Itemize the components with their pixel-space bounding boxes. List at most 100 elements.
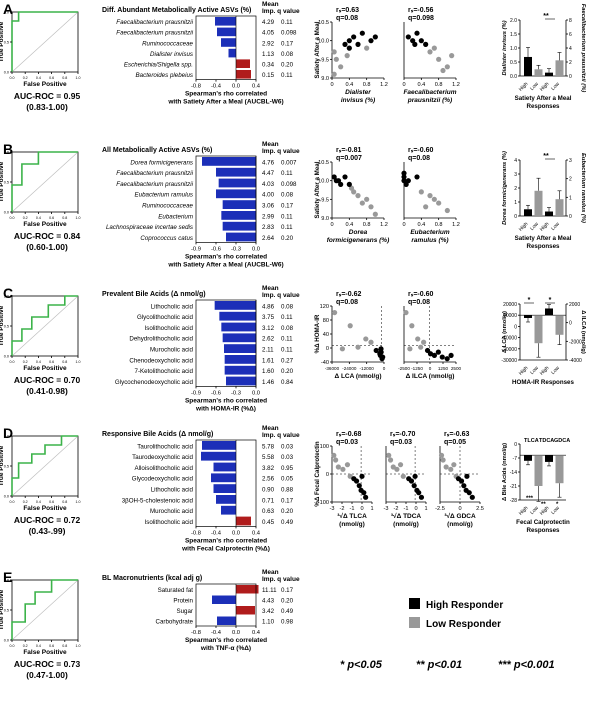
roc-xtick-label: 0.0 [10,76,15,80]
bar-xlabel2: with Satiety After a Meal (AUCBL-W6) [167,261,283,268]
point-high-responder [372,34,378,40]
roc-ylabel: True Positive [0,21,5,62]
bar-q: 0.17 [281,497,294,504]
point-low-responder [386,452,392,458]
scatter-xtick-label: 1 [370,506,373,512]
roc-ytick-label: 1.0 [4,11,9,15]
point-high-responder [423,41,429,48]
bar [236,59,250,68]
bar-label: Glycolithocholic acid [137,314,194,321]
bar-q: 0.05 [281,476,294,483]
bar [226,376,256,386]
bar-title: Diff. Abundant Metabolically Active ASVs… [102,7,251,14]
bar-xlabel: Spearman's rho correlated [185,637,267,644]
scatter-xtick-label: 1.2 [380,82,388,88]
roc-xtick-label: 0.8 [62,644,67,648]
point-low-responder [440,67,446,74]
summary-ytick-label: -28 [510,498,517,504]
roc-xlabel: False Positive [23,505,67,512]
summary-xlabel: HOMA-IR Responses [512,379,574,386]
point-low-responder [438,452,445,458]
auc-value: AUC-ROC = 0.95 [14,91,81,101]
roc-xtick-label: 1.0 [76,360,81,364]
scatter-ytick-label: 9.5 [321,197,329,203]
legend-p1: * p<0.05 [340,659,383,671]
bar-mean: 3.82 [262,465,275,472]
bar-xtick-label: 0.0 [252,246,260,252]
scatter-rs: rₛ=-0.70 [390,431,415,438]
bar-label: Alloisolithocholic acid [135,465,194,472]
roc-ytick-label: 0.5 [4,41,9,45]
summary-xlabel: Fecal Calprotectin [516,519,570,526]
point-high-responder [424,347,431,354]
summary-bar [524,455,532,461]
summary-group-label: High [539,81,551,93]
bar-mean: 4.03 [262,181,275,188]
point-low-responder [332,309,338,316]
point-high-responder [359,473,365,479]
bar-label: Carbohydrate [156,619,194,626]
auc-value: AUC-ROC = 0.70 [14,375,81,385]
summary-chart: -30000-20000-1000001000020000-4000-20000… [501,297,586,386]
bar [214,301,256,310]
roc-xtick-label: 0.2 [23,360,28,364]
summary-ytick-label: 1.5 [510,32,517,38]
summary-sig: * [528,297,531,304]
bar [224,365,256,375]
roc-ylabel: True Positive [0,161,5,202]
scatter-q: q=0.08 [408,299,430,306]
point-high-responder [411,483,417,489]
bar-mean: 2.92 [262,40,275,47]
summary-group: TLCA [524,438,539,444]
bar-title: Prevalent Bile Acids (Δ nmol/g) [102,291,206,298]
point-high-responder [405,178,411,184]
scatter-xtick-label: 1 [424,506,427,512]
scatter-xtick-label: -1 [350,506,355,512]
roc-xtick-label: 0.4 [36,360,41,364]
panel-a: A 0.0 0.2 0.4 0.6 0.8 1.0 0.0 0.5 1.0 False Positi… [0,1,586,112]
roc-xtick-label: 0.4 [36,500,41,504]
summary-ytick-right-label: 0 [569,74,572,80]
bar-q: 0.20 [281,598,294,605]
bar-label: Faecalibacterium prausnitzii [116,30,193,37]
point-low-responder [333,457,339,463]
bar-q: 0.08 [281,303,294,310]
bar-label: Faecalibacterium prausnitzii [116,181,193,188]
point-low-responder [443,464,449,470]
bar-mean: 3.42 [262,608,275,615]
bar-xlabel: Spearman's rho correlated [185,537,267,544]
bar [221,505,236,515]
point-low-responder [355,193,361,199]
summary-ytick-right-label: -4000 [569,358,582,364]
scatter-rs: rₛ=-0.62 [336,291,361,298]
point-high-responder [401,170,407,176]
summary-bar [524,56,532,76]
bar-title: BL Macronutrients (kcal adj g) [102,575,202,582]
scatter-xlabel: Dialister [345,89,371,96]
scatter-xtick-label: 0.8 [435,222,443,228]
scatter-xtick-label: 1.2 [452,82,460,88]
scatter-plot: 0 0.4 0.8 1.2 9.0 9.5 10.0 10.5 rₛ=0.63q=0.08 Dia… [318,7,388,104]
bar-label: Lithocholic acid [151,303,194,310]
summary-ytick-label: -20000 [501,347,517,353]
panel-e: E 0.0 0.2 0.4 0.6 0.8 1.0 0.0 0.5 1.0 False Positi… [0,569,300,680]
roc-xtick-label: 0.0 [10,500,15,504]
summary-ytick-label: -7 [513,456,518,462]
bar-q: 0.20 [281,368,294,375]
bar-xtick-label: -0.4 [211,84,222,90]
scatter-xtick-label: 1.2 [452,222,460,228]
bar-mean: 4.43 [262,598,275,605]
bar-q: 0.11 [281,170,293,177]
point-low-responder [359,200,365,206]
point-high-responder [444,356,450,362]
roc-xtick-label: 0.8 [62,76,67,80]
col-sub-header: Imp. q value [262,148,300,155]
bar-mean: 4.29 [262,19,275,26]
scatter-xlabel: ³√Δ TDCA [391,512,422,520]
bar-q: 0.20 [281,62,294,69]
scatter-xlabel: ³√Δ GDCA [444,512,476,520]
bar [224,344,256,353]
auc-ci: (0.41-0.98) [26,386,68,396]
roc-xtick-label: 0.0 [10,216,15,220]
